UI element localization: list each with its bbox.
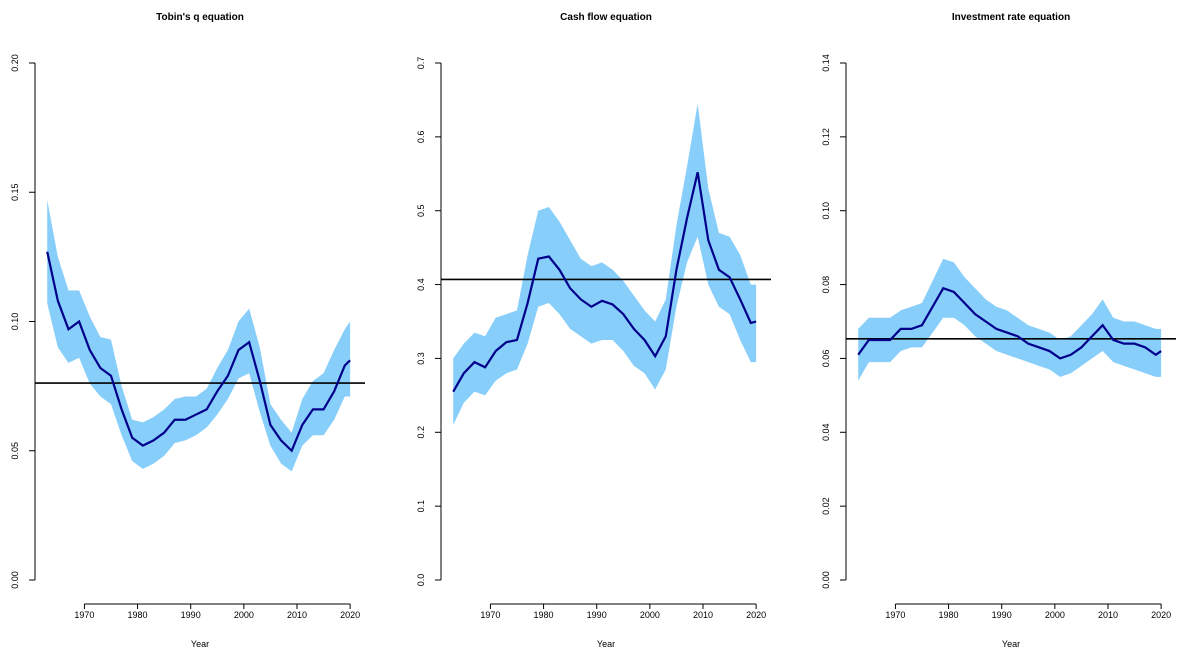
y-tick-label: 0.7 [416,57,426,70]
y-tick-label: 0.15 [10,183,20,201]
x-tick-label: 2010 [693,610,713,620]
y-tick-label: 0.00 [821,571,831,589]
x-tick-label: 2020 [746,610,766,620]
confidence-band [47,200,351,472]
x-tick-label: 1970 [480,610,500,620]
y-tick-label: 0.1 [416,500,426,513]
y-tick-label: 0.3 [416,352,426,365]
chart-title: Tobin's q equation [156,12,244,23]
y-tick-label: 0.10 [821,202,831,220]
y-tick-label: 0.04 [821,424,831,442]
x-tick-label: 1980 [128,610,148,620]
chart-title: Cash flow equation [560,12,652,23]
y-tick-label: 0.0 [416,574,426,587]
y-tick-label: 0.00 [10,571,20,589]
x-tick-label: 2020 [340,610,360,620]
x-tick-label: 1980 [534,610,554,620]
estimate-line [46,251,351,453]
chart-title: Investment rate equation [952,12,1070,23]
y-tick-label: 0.08 [821,276,831,294]
estimate-line [452,172,757,393]
y-tick-label: 0.05 [10,442,20,460]
y-tick-label: 0.20 [10,54,20,72]
y-tick-label: 0.06 [821,350,831,368]
confidence-band [453,103,757,425]
x-axis-label: Year [597,639,615,649]
x-tick-label: 2000 [234,610,254,620]
confidence-band [858,258,1162,381]
x-tick-label: 1990 [587,610,607,620]
y-tick-label: 0.12 [821,128,831,146]
y-tick-label: 0.6 [416,131,426,144]
x-tick-label: 1970 [74,610,94,620]
x-tick-label: 1990 [181,610,201,620]
y-tick-label: 0.14 [821,54,831,72]
x-tick-label: 2000 [640,610,660,620]
y-tick-label: 0.02 [821,497,831,515]
x-axis-label: Year [1002,639,1020,649]
x-tick-label: 2010 [287,610,307,620]
x-axis-label: Year [191,639,209,649]
x-tick-label: 2020 [1151,610,1171,620]
y-tick-label: 0.10 [10,313,20,331]
x-tick-label: 2000 [1045,610,1065,620]
x-tick-label: 1980 [939,610,959,620]
x-tick-label: 1990 [992,610,1012,620]
y-tick-label: 0.2 [416,426,426,439]
estimate-line [857,286,1162,360]
x-tick-label: 2010 [1098,610,1118,620]
y-tick-label: 0.5 [416,204,426,217]
y-tick-label: 0.4 [416,278,426,291]
x-tick-label: 1970 [885,610,905,620]
